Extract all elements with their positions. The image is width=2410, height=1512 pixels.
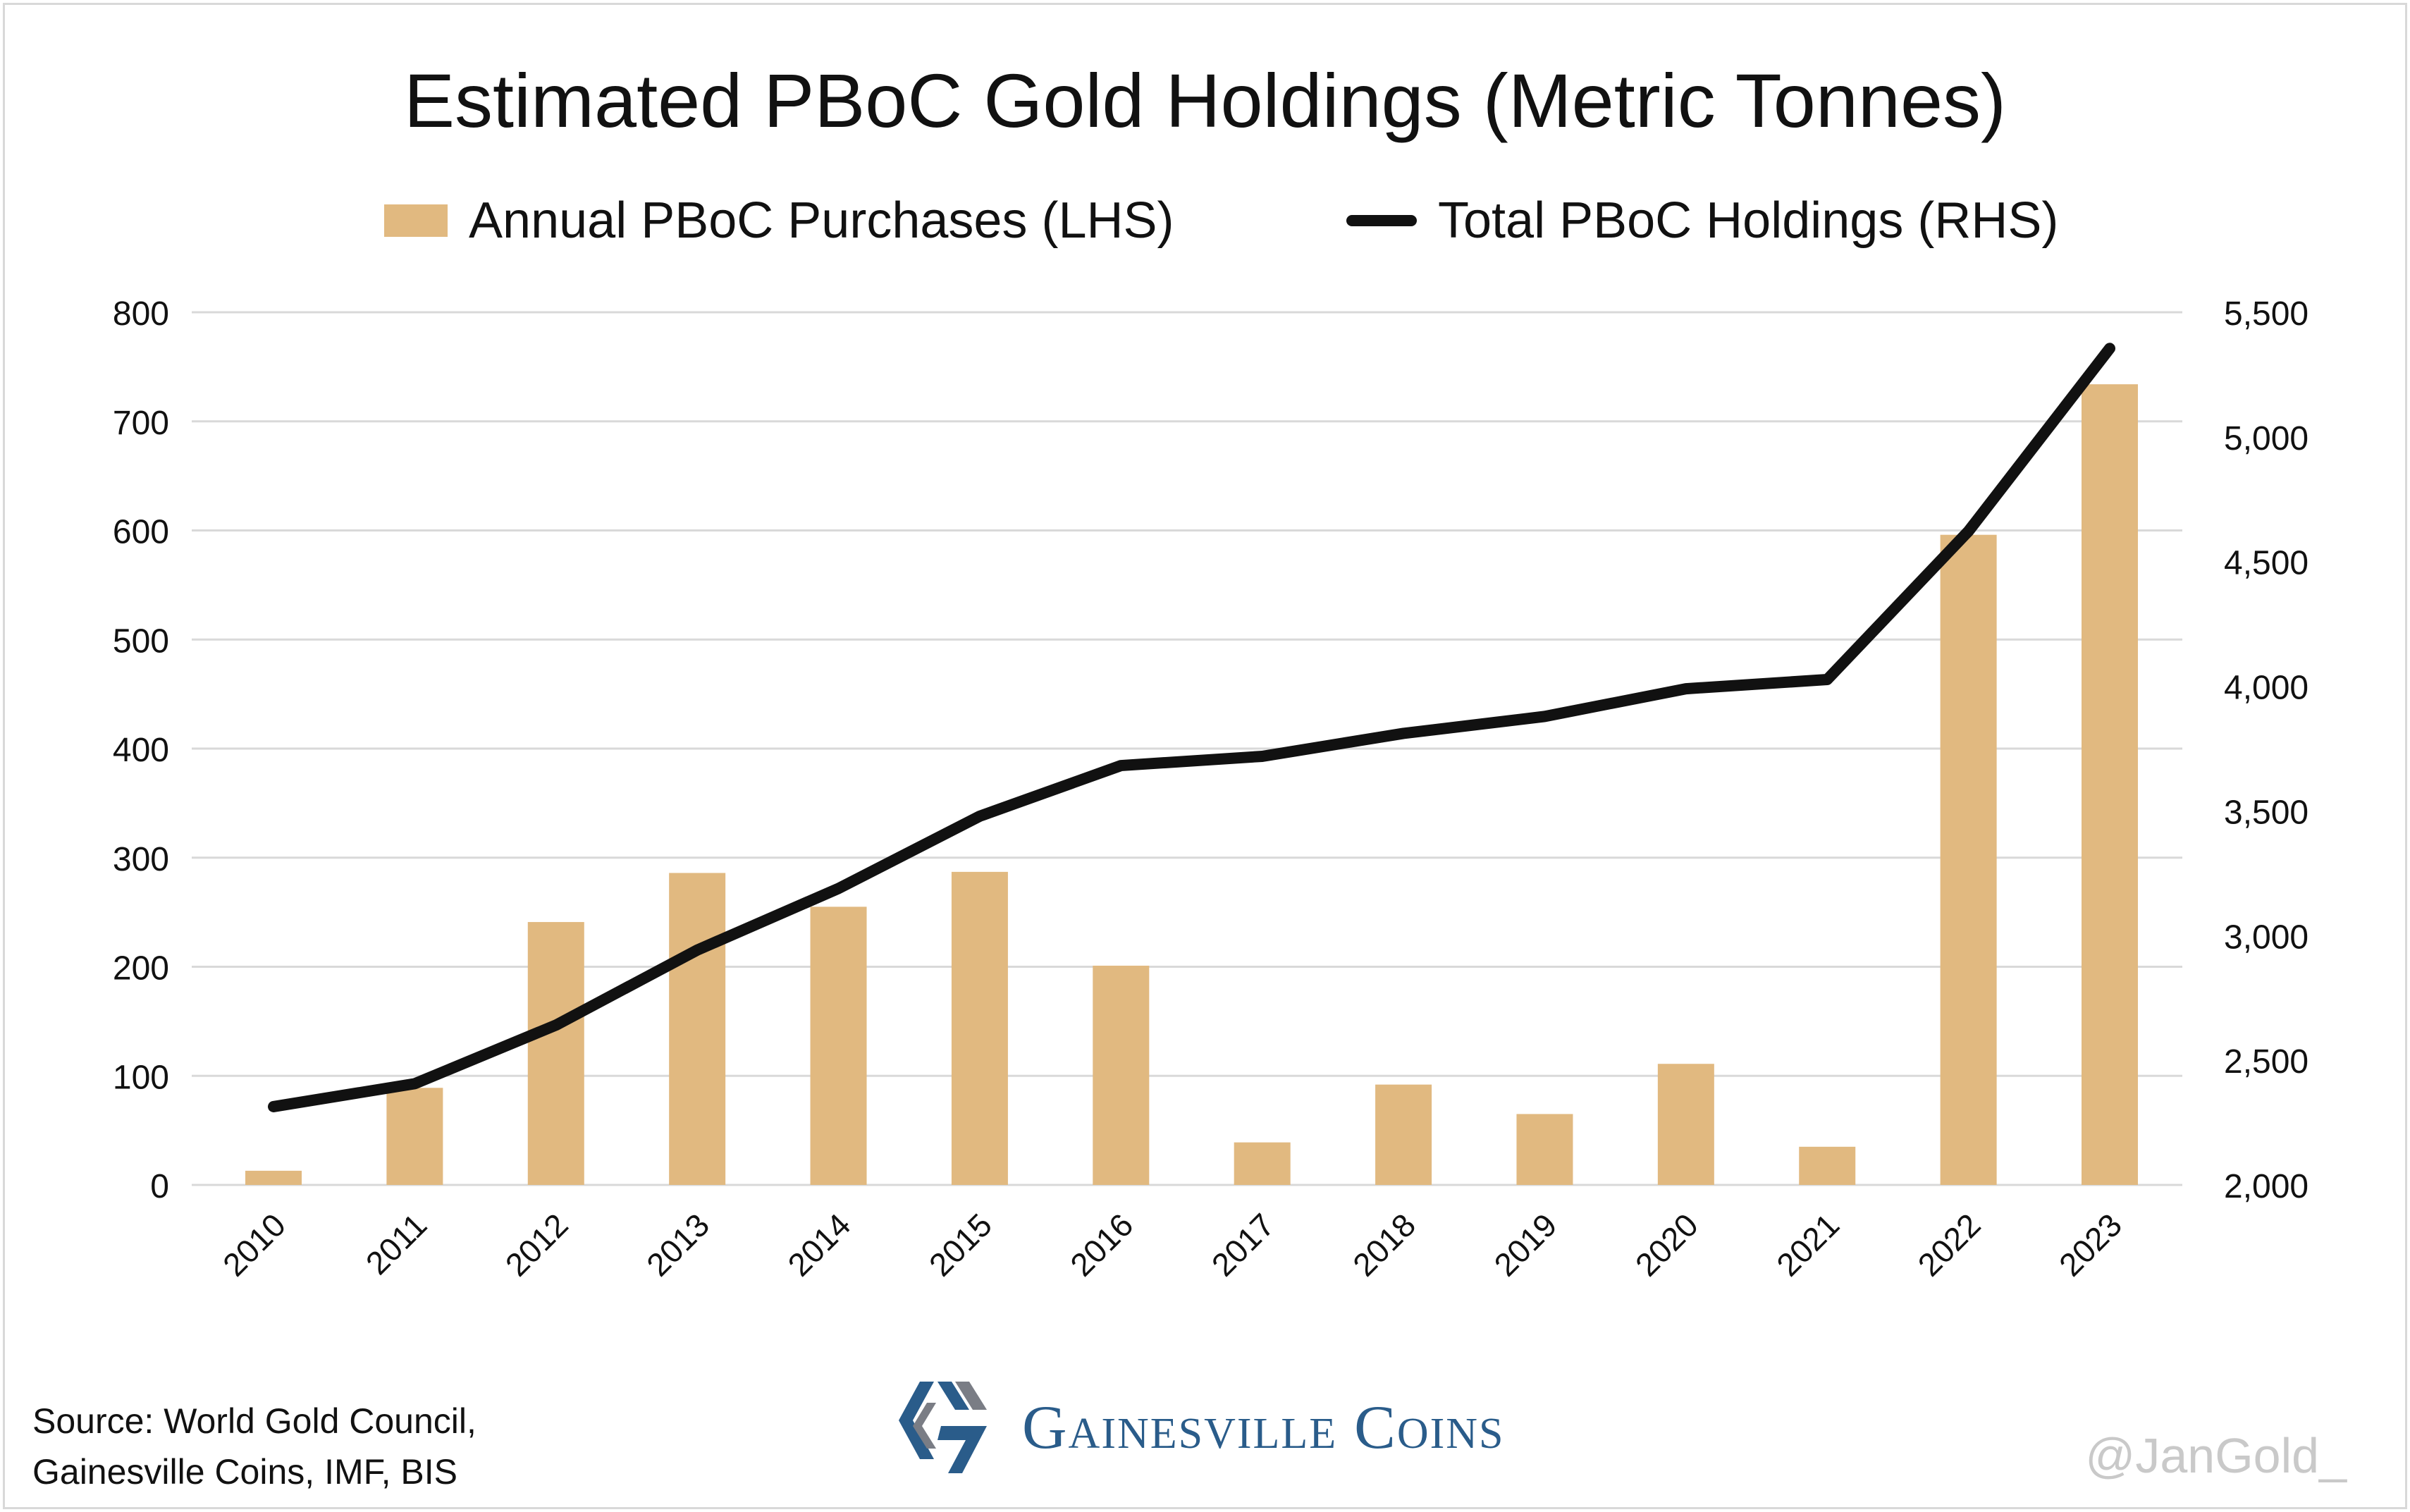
source-line-1: Source: World Gold Council, [32, 1401, 477, 1441]
legend-item-holdings: Total PBoC Holdings (RHS) [1346, 192, 2058, 250]
source-note: Source: World Gold Council, Gainesville … [32, 1396, 477, 1497]
x-tick-label: 2019 [1487, 1206, 1563, 1283]
holdings-line [268, 343, 2115, 1112]
y-right-tick-label: 3,500 [2224, 794, 2308, 831]
bar-2012 [527, 922, 584, 1185]
x-tick-label: 2016 [1063, 1206, 1140, 1283]
watermark: @JanGold_ [2085, 1428, 2347, 1483]
holdings-point-2022 [1967, 530, 1969, 532]
y-left-tick-label: 600 [113, 514, 169, 551]
source-line-2: Gainesville Coins, IMF, BIS [32, 1452, 457, 1492]
x-tick-label: 2022 [1911, 1206, 1988, 1283]
holdings-point-2015 [978, 815, 980, 817]
holdings-point-2018 [1403, 732, 1405, 735]
legend-item-purchases: Annual PBoC Purchases (LHS) [384, 192, 1174, 250]
legend-label-purchases: Annual PBoC Purchases (LHS) [469, 192, 1174, 249]
bar-2019 [1516, 1114, 1573, 1185]
holdings-point-2013 [696, 949, 699, 951]
y-right-tick-label: 3,000 [2224, 918, 2308, 956]
y-left-tick-label: 400 [113, 732, 169, 769]
bar-2011 [386, 1088, 443, 1185]
bar-2018 [1375, 1084, 1432, 1185]
x-tick-label: 2014 [780, 1206, 857, 1283]
bar-2014 [810, 906, 867, 1185]
legend-swatch-bar [384, 204, 448, 237]
y-left-tick-label: 800 [113, 295, 169, 333]
bar-2023 [2082, 384, 2138, 1185]
logo: Gainesville Coins [895, 1378, 1505, 1477]
holdings-point-2011 [414, 1083, 416, 1085]
chart-frame [3, 3, 2407, 1509]
bar-2020 [1657, 1064, 1714, 1185]
x-tick-label: 2012 [498, 1206, 575, 1283]
bar-2016 [1093, 965, 1150, 1185]
y-right-tick-label: 5,000 [2224, 420, 2308, 457]
bar-2010 [245, 1170, 302, 1185]
holdings-point-2016 [1120, 765, 1122, 767]
bar-2017 [1234, 1142, 1291, 1185]
x-tick-label: 2011 [359, 1206, 434, 1281]
x-tick-label: 2015 [922, 1206, 999, 1283]
y-left-tick-label: 300 [113, 841, 169, 878]
legend-swatch-line [1346, 215, 1417, 226]
legend-label-holdings: Total PBoC Holdings (RHS) [1438, 192, 2059, 249]
holdings-point-2023 [2109, 348, 2110, 350]
bar-2015 [951, 871, 1008, 1185]
logo-text: Gainesville Coins [1022, 1393, 1505, 1462]
y-left-tick-label: 100 [113, 1059, 169, 1096]
x-tick-label: 2018 [1346, 1206, 1422, 1283]
holdings-point-2021 [1826, 679, 1828, 681]
x-tick-label: 2013 [639, 1206, 716, 1283]
y-right-tick-label: 5,500 [2224, 295, 2308, 333]
holdings-point-2019 [1544, 715, 1546, 718]
y-left-tick-label: 500 [113, 622, 169, 660]
y-right-tick-label: 2,500 [2224, 1043, 2308, 1081]
holdings-point-2020 [1685, 688, 1687, 690]
bar-2022 [1940, 534, 1997, 1185]
y-right-tick-label: 4,000 [2224, 670, 2308, 707]
holdings-point-2012 [555, 1024, 557, 1026]
bar-2021 [1799, 1146, 1856, 1185]
holdings-point-2017 [1261, 755, 1263, 757]
x-tick-label: 2020 [1628, 1206, 1705, 1283]
x-tick-label: 2010 [216, 1206, 293, 1283]
y-left-tick-label: 200 [113, 950, 169, 988]
x-tick-label: 2023 [2052, 1206, 2129, 1283]
holdings-point-2014 [837, 887, 840, 890]
logo-icon [899, 1382, 987, 1473]
y-right-tick-label: 4,500 [2224, 545, 2308, 582]
y-right-tick-label: 2,000 [2224, 1168, 2308, 1205]
y-left-tick-label: 0 [150, 1168, 169, 1205]
bar-2013 [669, 873, 726, 1185]
chart-title: Estimated PBoC Gold Holdings (Metric Ton… [404, 58, 2006, 143]
y-left-tick-label: 700 [113, 405, 169, 442]
x-tick-label: 2021 [1769, 1206, 1846, 1283]
holdings-point-2010 [273, 1105, 274, 1107]
x-tick-label: 2017 [1205, 1206, 1281, 1283]
